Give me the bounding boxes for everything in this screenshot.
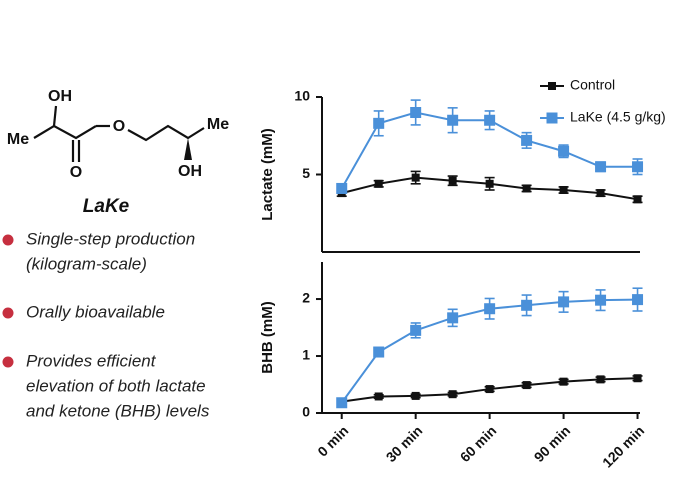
data-point (595, 161, 607, 173)
data-point (558, 296, 570, 308)
data-point (559, 186, 568, 194)
bullet-dot (2, 234, 14, 246)
data-point (522, 184, 531, 193)
bond (127, 124, 205, 142)
atom-label: OH (48, 88, 72, 105)
bullet-text: Single-step production (26, 229, 195, 248)
y-axis-label: Lactate (mM) (259, 128, 276, 221)
data-point (373, 346, 385, 358)
data-point (411, 173, 420, 182)
data-point (485, 179, 494, 188)
legend-label: Control (570, 77, 615, 93)
data-point (596, 189, 605, 198)
data-point (484, 303, 496, 315)
data-point (558, 145, 570, 157)
bullet-text: and ketone (BHB) levels (26, 401, 210, 420)
data-point (336, 397, 348, 409)
data-point (595, 294, 607, 306)
bullet-dot (2, 307, 14, 319)
data-point (336, 182, 348, 194)
bullet-dot (2, 356, 14, 368)
y-tick-label: 5 (302, 165, 310, 181)
data-point (484, 114, 496, 126)
atom-label: Me (7, 131, 29, 148)
data-point (447, 114, 459, 126)
bullet-text: Orally bioavailable (26, 302, 165, 321)
data-point (632, 294, 644, 306)
compound-name: LaKe (83, 196, 130, 217)
data-point (447, 312, 459, 324)
data-point (632, 161, 644, 173)
bond (52, 105, 58, 127)
data-point (559, 377, 568, 386)
data-point (410, 324, 422, 336)
atom-label: O (113, 118, 125, 135)
x-tick-label: 60 min (457, 422, 500, 465)
x-tick-label: 90 min (531, 422, 574, 465)
data-point (373, 117, 385, 129)
data-point (374, 392, 383, 401)
legend-marker (546, 112, 558, 124)
data-point (448, 390, 457, 399)
data-point (411, 391, 420, 400)
data-point (374, 179, 383, 188)
legend-marker (548, 82, 556, 90)
molecule: OH Me O O Me OH LaKe (7, 88, 229, 217)
data-point (521, 134, 533, 146)
data-point (485, 385, 494, 394)
atom-label: O (70, 164, 82, 181)
bond (33, 124, 97, 140)
data-point (633, 195, 642, 204)
y-axis-label: BHB (mM) (259, 301, 276, 374)
legend-label: LaKe (4.5 g/kg) (570, 109, 666, 125)
y-tick-label: 2 (302, 290, 310, 306)
atom-label: Me (207, 116, 229, 133)
data-point (522, 381, 531, 390)
bullet-text: elevation of both lactate (26, 376, 206, 395)
bullet-text: Provides efficient (26, 351, 157, 370)
bullet-list: Single-step production (kilogram-scale) Or… (2, 229, 210, 420)
wedge-bond (184, 138, 192, 160)
bullet-text: (kilogram-scale) (26, 254, 147, 273)
data-point (633, 374, 642, 383)
data-point (596, 375, 605, 384)
data-point (521, 299, 533, 311)
y-tick-label: 10 (294, 88, 310, 104)
data-point (448, 176, 457, 185)
x-tick-label: 120 min (599, 422, 647, 470)
y-tick-label: 0 (302, 404, 310, 420)
x-tick-label: 0 min (314, 422, 351, 459)
atom-label: OH (178, 163, 202, 180)
y-tick-label: 1 (302, 347, 310, 363)
data-point (410, 107, 422, 118)
x-tick-label: 30 min (383, 422, 426, 465)
